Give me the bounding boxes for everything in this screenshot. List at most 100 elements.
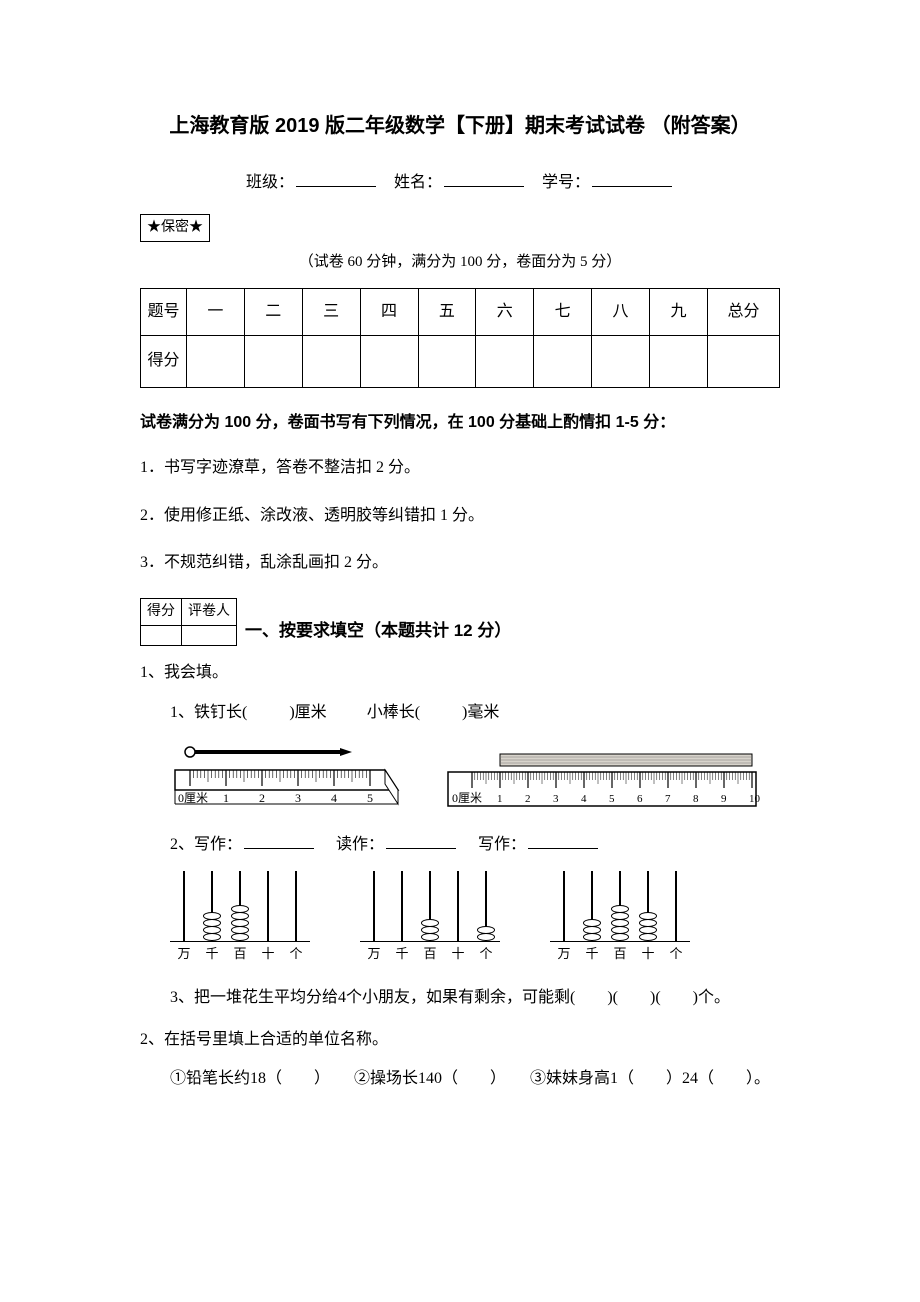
score-cell[interactable]	[534, 335, 592, 387]
col-total: 总分	[708, 288, 780, 335]
svg-text:0厘米: 0厘米	[178, 791, 208, 805]
abacus-label: 个	[282, 942, 310, 965]
svg-text:10: 10	[749, 793, 760, 805]
question-2-line: ①铅笔长约18（ ） ②操场长140（ ） ③妹妹身高1（ ）24（ ）。	[170, 1066, 780, 1092]
exam-meta: （试卷 60 分钟，满分为 100 分，卷面分为 5 分）	[140, 250, 780, 274]
blank[interactable]	[386, 833, 456, 849]
col-1: 一	[187, 288, 245, 335]
svg-text:3: 3	[553, 793, 559, 805]
abacus-label: 十	[254, 942, 282, 965]
question-1-2-labels: 2、写作： 读作： 写作：	[170, 832, 780, 858]
abacus-label: 百	[606, 942, 634, 965]
score-cell[interactable]	[244, 335, 302, 387]
abacus-label: 个	[472, 942, 500, 965]
col-3: 三	[302, 288, 360, 335]
score-cell[interactable]	[650, 335, 708, 387]
question-1-3: 3、把一堆花生平均分给4个小朋友，如果有剩余，可能剩( )( )( )个。	[170, 985, 780, 1011]
table-row: 得分	[141, 335, 780, 387]
ruler-bar: 1 2 3 4 5 6 7 8 9 10 0厘米	[440, 752, 760, 812]
student-info: 班级： 姓名： 学号：	[140, 170, 780, 196]
abacus-label: 万	[550, 942, 578, 965]
abacus-label: 千	[578, 942, 606, 965]
abacus-label: 百	[416, 942, 444, 965]
page-title: 上海教育版 2019 版二年级数学【下册】期末考试试卷 （附答案）	[140, 110, 780, 142]
score-cell[interactable]	[476, 335, 534, 387]
svg-text:4: 4	[331, 791, 337, 805]
svg-text:2: 2	[525, 793, 531, 805]
svg-text:8: 8	[693, 793, 699, 805]
abacus-label: 万	[360, 942, 388, 965]
id-blank[interactable]	[592, 171, 672, 187]
q1-1-right-b: )毫米	[462, 704, 499, 721]
write-label-2: 写作：	[478, 836, 526, 853]
col-6: 六	[476, 288, 534, 335]
svg-text:2: 2	[259, 791, 265, 805]
svg-text:5: 5	[367, 791, 373, 805]
score-cell[interactable]	[360, 335, 418, 387]
abacus-label: 十	[634, 942, 662, 965]
svg-text:7: 7	[665, 793, 671, 805]
header-rowlabel: 题号	[141, 288, 187, 335]
class-label: 班级：	[246, 174, 294, 191]
section-1-title: 一、按要求填空（本题共计 12 分）	[245, 617, 511, 646]
col-9: 九	[650, 288, 708, 335]
svg-text:3: 3	[295, 791, 301, 805]
score-cell[interactable]	[302, 335, 360, 387]
q1-1-left-b: )厘米	[289, 704, 326, 721]
score-cell[interactable]	[418, 335, 476, 387]
question-2: 2、在括号里填上合适的单位名称。	[140, 1027, 780, 1053]
abacus-label: 千	[198, 942, 226, 965]
svg-text:1: 1	[223, 791, 229, 805]
question-1-1: 1、铁钉长( )厘米 小棒长( )毫米	[170, 700, 780, 726]
q1-1-right-a: 小棒长(	[367, 704, 420, 721]
svg-text:6: 6	[637, 793, 643, 805]
abacus-3: 万 千 百 十 个	[550, 871, 690, 965]
read-label: 读作：	[336, 836, 384, 853]
ruler-nail: 1 2 3 4 5 0厘米	[170, 742, 400, 812]
svg-text:4: 4	[581, 793, 587, 805]
col-4: 四	[360, 288, 418, 335]
rule-3: 3．不规范纠错，乱涂乱画扣 2 分。	[140, 550, 780, 576]
mini-score-table: 得分 评卷人	[140, 598, 237, 646]
abacus-1: 万 千 百 十 个	[170, 871, 310, 965]
write-label-1: 写作：	[194, 836, 242, 853]
mini-score-cell[interactable]	[141, 626, 182, 646]
score-rowlabel: 得分	[141, 335, 187, 387]
class-blank[interactable]	[296, 171, 376, 187]
abacus-label: 十	[444, 942, 472, 965]
abacus-row: 万 千 百 十 个 万 千 百 十 个 万 千 百 十 个	[170, 871, 780, 965]
score-table: 题号 一 二 三 四 五 六 七 八 九 总分 得分	[140, 288, 780, 388]
abacus-label: 个	[662, 942, 690, 965]
name-label: 姓名：	[394, 174, 442, 191]
col-8: 八	[592, 288, 650, 335]
abacus-label: 百	[226, 942, 254, 965]
col-7: 七	[534, 288, 592, 335]
ruler-figures: 1 2 3 4 5 0厘米 1 2 3 4 5 6 7 8 9 10 0厘米	[170, 742, 780, 812]
svg-text:0厘米: 0厘米	[452, 791, 482, 805]
rule-1: 1．书写字迹潦草，答卷不整洁扣 2 分。	[140, 455, 780, 481]
penalty-note: 试卷满分为 100 分，卷面书写有下列情况，在 100 分基础上酌情扣 1-5 …	[140, 410, 780, 436]
score-cell[interactable]	[187, 335, 245, 387]
q1-1-left-a: 1、铁钉长(	[170, 704, 247, 721]
score-cell[interactable]	[592, 335, 650, 387]
name-blank[interactable]	[444, 171, 524, 187]
col-2: 二	[244, 288, 302, 335]
mini-grader-cell[interactable]	[182, 626, 237, 646]
secret-badge: ★保密★	[140, 214, 210, 242]
mini-score-label: 得分	[141, 598, 182, 625]
abacus-label: 万	[170, 942, 198, 965]
svg-text:5: 5	[609, 793, 615, 805]
mini-grader-label: 评卷人	[182, 598, 237, 625]
score-cell[interactable]	[708, 335, 780, 387]
blank[interactable]	[528, 833, 598, 849]
svg-text:1: 1	[497, 793, 503, 805]
question-1: 1、我会填。	[140, 660, 780, 686]
table-row: 题号 一 二 三 四 五 六 七 八 九 总分	[141, 288, 780, 335]
svg-text:9: 9	[721, 793, 727, 805]
rule-2: 2．使用修正纸、涂改液、透明胶等纠错扣 1 分。	[140, 503, 780, 529]
col-5: 五	[418, 288, 476, 335]
abacus-2: 万 千 百 十 个	[360, 871, 500, 965]
id-label: 学号：	[542, 174, 590, 191]
blank[interactable]	[244, 833, 314, 849]
abacus-label: 千	[388, 942, 416, 965]
